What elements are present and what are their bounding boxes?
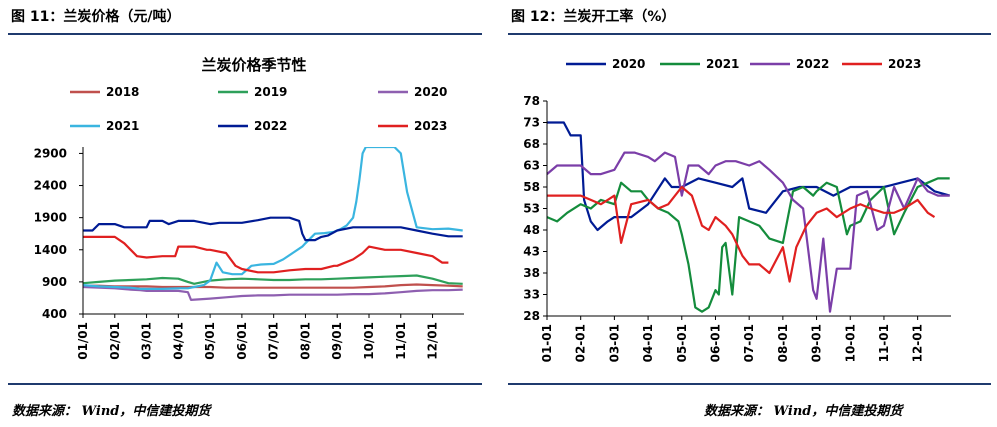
- x-tick-label: 06-01: [709, 324, 723, 362]
- legend-label-2020: 2020: [414, 85, 447, 99]
- x-tick-label: 12/01: [426, 322, 440, 360]
- series-line-2023: [83, 235, 449, 274]
- legend-label-2020: 2020: [612, 57, 645, 71]
- y-tick-label: 2900: [34, 146, 67, 160]
- y-tick-label: 63: [523, 159, 540, 173]
- x-tick-label: 10/01: [362, 322, 376, 360]
- y-tick-label: 78: [523, 94, 540, 108]
- series-layer: [547, 121, 950, 313]
- data-source-right: 数据来源： Wind，中信建投期货: [704, 404, 903, 419]
- series-line-2021: [547, 177, 950, 313]
- series-line-2019: [83, 274, 463, 285]
- legend-label-2019: 2019: [254, 85, 287, 99]
- axes-layer: 28 33 38 43 48 53 58 63 68 73 78 01-01 02-01 03-01 04-…: [523, 94, 951, 362]
- legend-label-2023: 2023: [888, 57, 921, 71]
- x-tick-label: 01/01: [76, 322, 90, 360]
- y-tick-label: 48: [523, 223, 540, 237]
- y-tick-label: 73: [523, 116, 540, 130]
- y-tick-label: 53: [523, 202, 540, 216]
- x-tick-label: 03-01: [607, 324, 621, 362]
- legend-label-2023: 2023: [414, 119, 447, 133]
- x-tick-label: 04/01: [171, 322, 185, 360]
- y-tick-label: 68: [523, 137, 540, 151]
- x-tick-label: 10-01: [843, 324, 857, 362]
- series-line-2023: [547, 185, 936, 283]
- legend-label-2022: 2022: [254, 119, 287, 133]
- y-tick-label: 2400: [34, 179, 67, 193]
- axes-layer: 400 900 1400 1900 2400 2900 01/01 02/01 03/01 04/…: [34, 146, 464, 360]
- chart-legend: 2018 2019 2020 2021 2022 2023: [70, 85, 447, 133]
- left-top-rule: [8, 33, 482, 35]
- y-tick-label: 900: [42, 275, 67, 289]
- x-tick-label: 01-01: [540, 324, 554, 362]
- x-tick-label: 02-01: [574, 324, 588, 362]
- y-tick-label: 28: [523, 309, 540, 323]
- x-tick-label: 12-01: [911, 324, 925, 362]
- chart-legend: 2020 2021 2022 2023: [566, 57, 921, 71]
- x-tick-label: 11/01: [394, 322, 408, 360]
- x-tick-label: 07/01: [267, 322, 281, 360]
- series-line-2018: [83, 283, 463, 289]
- series-layer: [83, 147, 463, 301]
- y-tick-label: 1400: [34, 243, 67, 257]
- right-bottom-rule: [508, 383, 991, 385]
- series-line-2020: [83, 285, 463, 301]
- x-tick-label: 07-01: [742, 324, 756, 362]
- x-tick-label: 09-01: [810, 324, 824, 362]
- right-figure-title: 图 12：兰炭开工率（%）: [511, 9, 676, 25]
- x-tick-label: 08/01: [298, 322, 312, 360]
- legend-label-2021: 2021: [106, 119, 139, 133]
- x-tick-label: 08-01: [776, 324, 790, 362]
- left-figure-title: 图 11：兰炭价格（元/吨）: [11, 9, 181, 25]
- x-tick-label: 11-01: [877, 324, 891, 362]
- x-tick-label: 06/01: [235, 322, 249, 360]
- series-line-2020: [547, 121, 950, 232]
- chart-title: 兰炭价格季节性: [201, 56, 306, 74]
- y-tick-label: 1900: [34, 211, 67, 225]
- legend-label-2018: 2018: [106, 85, 139, 99]
- x-tick-label: 09/01: [330, 322, 344, 360]
- x-tick-label: 03/01: [140, 322, 154, 360]
- y-tick-label: 58: [523, 180, 540, 194]
- y-tick-label: 400: [42, 307, 67, 321]
- series-line-2022: [547, 151, 950, 313]
- x-tick-label: 05/01: [203, 322, 217, 360]
- legend-label-2022: 2022: [796, 57, 829, 71]
- data-source-left: 数据来源： Wind，中信建投期货: [12, 404, 211, 419]
- series-line-2022: [83, 216, 463, 242]
- right-top-rule: [508, 33, 991, 35]
- x-tick-label: 05-01: [675, 324, 689, 362]
- series-line-2021: [83, 147, 463, 290]
- price-seasonality-chart: 兰炭价格季节性 2018 2019 2020 2021 2022 2023 400 900 1…: [34, 56, 464, 360]
- y-tick-label: 38: [523, 266, 540, 280]
- operating-rate-chart: 2020 2021 2022 2023 28 33 38 43 48 53 58 63 68 73 78 0…: [523, 57, 951, 362]
- y-tick-label: 33: [523, 288, 540, 302]
- legend-label-2021: 2021: [706, 57, 739, 71]
- x-tick-label: 04-01: [641, 324, 655, 362]
- left-bottom-rule: [8, 383, 482, 385]
- x-tick-label: 02/01: [108, 322, 122, 360]
- y-tick-label: 43: [523, 245, 540, 259]
